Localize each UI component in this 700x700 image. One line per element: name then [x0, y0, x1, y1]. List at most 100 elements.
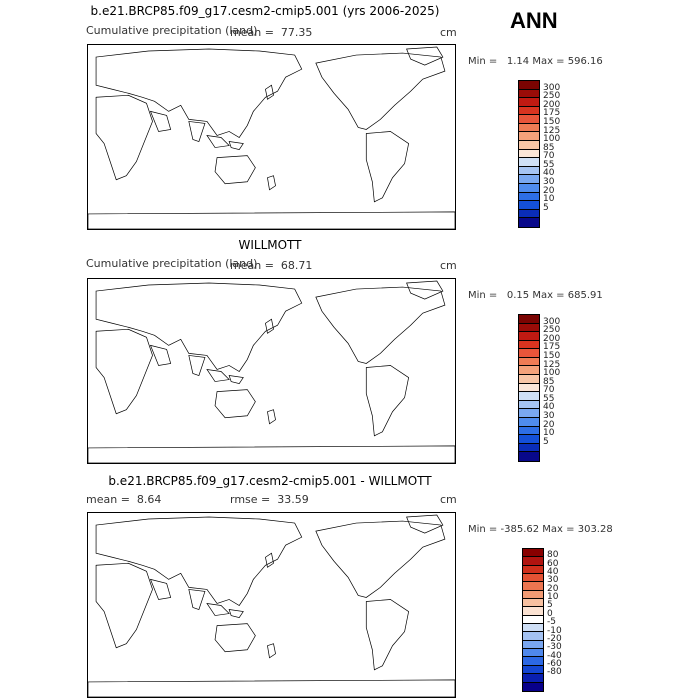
colorbar-tick-label: 125: [543, 359, 561, 370]
colorbar-tick-label: -40: [547, 650, 562, 661]
colorbar-tick-label: -30: [547, 642, 562, 653]
colorbar-tick-label: 30: [543, 177, 555, 188]
colorbar-tick-label: 100: [543, 134, 561, 145]
colorbar-swatch: [523, 665, 543, 675]
colorbar-tick-label: 175: [543, 342, 561, 353]
colorbar-swatch: [519, 218, 539, 227]
colorbar-swatch: [519, 123, 539, 133]
colorbar-tick-label: 70: [543, 151, 555, 162]
colorbar-tick-label: 200: [543, 99, 561, 110]
colorbar-swatch: [523, 657, 543, 666]
min-value: 0.15: [506, 290, 530, 301]
panel-rmse-label: rmse = 33.59: [230, 493, 309, 506]
colorbar-tick-label: 60: [547, 558, 559, 569]
colorbar-tick-label: 300: [543, 316, 561, 327]
colorbar-tick-label: 5: [547, 600, 553, 611]
panel-mean-value: 68.71: [280, 259, 313, 272]
colorbar-swatch: [519, 323, 539, 333]
colorbar-swatch: [519, 315, 539, 324]
colorbar-swatch: [519, 435, 539, 444]
colorbar-swatch: [523, 599, 543, 608]
panel-min-max: Min = 1.14 Max = 596.16: [468, 56, 603, 67]
colorbar-swatch: [519, 158, 539, 167]
panel-variable-label: Cumulative precipitation (land): [86, 257, 258, 270]
colorbar-swatch: [519, 452, 539, 461]
colorbar-tick-label: 40: [547, 567, 559, 578]
colorbar-swatch: [519, 201, 539, 210]
panel-title: b.e21.BRCP85.f09_g17.cesm2-cmip5.001 (yr…: [90, 4, 440, 18]
max-value: 596.16: [567, 56, 603, 67]
colorbar-swatch: [519, 357, 539, 367]
colorbar-swatch: [519, 149, 539, 159]
colorbar-swatch: [519, 417, 539, 427]
colorbar-tick-label: 300: [543, 82, 561, 93]
colorbar-swatch: [519, 426, 539, 436]
colorbar-tick-label: 40: [543, 168, 555, 179]
colorbar-swatch: [519, 409, 539, 418]
colorbar-tick-label: 10: [543, 428, 555, 439]
colorbar-tick-label: 150: [543, 350, 561, 361]
panel-mean-value: 77.35: [280, 26, 313, 39]
panel-title: b.e21.BRCP85.f09_g17.cesm2-cmip5.001 - W…: [108, 474, 432, 488]
map-model: [87, 44, 456, 230]
colorbar-tick-label: 55: [543, 393, 555, 404]
colorbar-swatch: [519, 175, 539, 184]
colorbar-observed: [518, 314, 540, 462]
colorbar-swatch: [519, 98, 539, 107]
colorbar-swatch: [519, 183, 539, 193]
colorbar-swatch: [519, 349, 539, 358]
colorbar-tick-label: -5: [547, 617, 556, 628]
colorbar-swatch: [523, 632, 543, 641]
min-value: -385.62: [500, 524, 540, 535]
max-value: 685.91: [567, 290, 603, 301]
colorbar-swatch: [519, 89, 539, 99]
map-difference: [87, 512, 456, 698]
panel-variable-label: Cumulative precipitation (land): [86, 24, 258, 37]
panel-min-max: Min = -385.62 Max = 303.28: [468, 524, 613, 535]
colorbar-tick-label: 85: [543, 376, 555, 387]
colorbar-swatch: [523, 574, 543, 583]
colorbar-swatch: [519, 340, 539, 350]
colorbar-swatch: [523, 565, 543, 575]
colorbar-tick-label: 70: [543, 385, 555, 396]
colorbar-swatch: [523, 649, 543, 658]
panel-min-max: Min = 0.15 Max = 685.91: [468, 290, 603, 301]
panel-units: cm: [440, 26, 457, 39]
colorbar-swatch: [519, 400, 539, 410]
colorbar-tick-label: -80: [547, 667, 562, 678]
colorbar-swatch: [519, 192, 539, 202]
colorbar-swatch: [519, 383, 539, 393]
colorbar-swatch: [519, 132, 539, 142]
colorbar-swatch: [523, 624, 543, 633]
panel-rmse-value: 33.59: [277, 493, 309, 506]
colorbar-tick-label: 10: [547, 592, 559, 603]
colorbar-swatch: [519, 115, 539, 124]
colorbar-swatch: [519, 209, 539, 219]
colorbar-tick-label: 55: [543, 159, 555, 170]
colorbar-swatch: [523, 615, 543, 625]
colorbar-tick-label: -20: [547, 633, 562, 644]
colorbar-swatch: [523, 590, 543, 600]
colorbar-tick-label: -60: [547, 658, 562, 669]
colorbar-tick-label: 150: [543, 116, 561, 127]
panel-units: cm: [440, 259, 457, 272]
panel-mean-label: mean = 77.35: [230, 26, 313, 39]
colorbar-swatch: [519, 106, 539, 116]
colorbar-model: [518, 80, 540, 228]
colorbar-tick-label: 5: [543, 202, 549, 213]
max-value: 303.28: [577, 524, 613, 535]
panel-title: WILLMOTT: [238, 238, 302, 252]
min-value: 1.14: [506, 56, 530, 67]
colorbar-tick-label: 30: [543, 411, 555, 422]
colorbar-swatch: [519, 81, 539, 90]
colorbar-tick-label: 125: [543, 125, 561, 136]
colorbar-swatch: [519, 443, 539, 453]
colorbar-swatch: [519, 366, 539, 376]
panel-mean-label: mean = 8.64: [86, 493, 162, 506]
colorbar-tick-label: 30: [547, 575, 559, 586]
colorbar-tick-label: 100: [543, 368, 561, 379]
colorbar-tick-label: 5: [543, 436, 549, 447]
colorbar-swatch: [523, 549, 543, 558]
colorbar-swatch: [519, 332, 539, 341]
colorbar-tick-label: 175: [543, 108, 561, 119]
